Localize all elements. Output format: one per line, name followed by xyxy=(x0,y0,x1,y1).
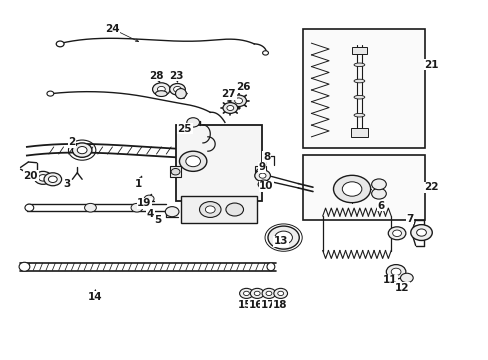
Text: 19: 19 xyxy=(137,198,151,208)
Circle shape xyxy=(144,195,154,202)
Circle shape xyxy=(392,230,401,237)
Text: 13: 13 xyxy=(273,236,288,246)
Circle shape xyxy=(165,207,179,217)
Circle shape xyxy=(34,171,52,184)
Ellipse shape xyxy=(175,89,186,99)
Text: 11: 11 xyxy=(382,275,397,285)
Circle shape xyxy=(152,83,170,96)
Circle shape xyxy=(259,173,265,178)
Circle shape xyxy=(169,84,185,95)
Circle shape xyxy=(256,168,264,175)
Circle shape xyxy=(179,151,206,171)
Bar xyxy=(176,125,261,201)
Text: 3: 3 xyxy=(63,179,70,189)
Text: 17: 17 xyxy=(260,300,275,310)
Circle shape xyxy=(265,291,271,296)
Text: 21: 21 xyxy=(423,60,438,70)
Text: 16: 16 xyxy=(248,300,263,310)
Circle shape xyxy=(56,41,64,47)
Ellipse shape xyxy=(19,262,30,271)
Circle shape xyxy=(72,143,92,157)
Circle shape xyxy=(267,226,299,249)
Circle shape xyxy=(274,231,292,244)
Circle shape xyxy=(48,176,57,183)
Circle shape xyxy=(225,203,243,216)
Circle shape xyxy=(47,91,54,96)
Circle shape xyxy=(39,175,47,181)
Text: 7: 7 xyxy=(405,214,413,224)
Text: 18: 18 xyxy=(272,300,286,310)
Circle shape xyxy=(77,147,87,154)
Text: 5: 5 xyxy=(154,215,161,225)
Text: 2: 2 xyxy=(68,137,75,147)
Circle shape xyxy=(44,173,61,186)
Text: 22: 22 xyxy=(423,182,438,192)
Circle shape xyxy=(186,118,199,127)
Text: 23: 23 xyxy=(168,71,183,81)
Ellipse shape xyxy=(155,91,167,96)
Circle shape xyxy=(84,203,96,212)
Ellipse shape xyxy=(353,63,364,67)
Circle shape xyxy=(239,288,253,298)
Text: 20: 20 xyxy=(23,171,38,181)
Circle shape xyxy=(371,188,386,199)
Circle shape xyxy=(199,202,221,217)
Bar xyxy=(351,47,366,54)
Ellipse shape xyxy=(266,263,274,271)
Circle shape xyxy=(333,175,370,203)
Text: 26: 26 xyxy=(236,82,250,92)
Text: 24: 24 xyxy=(105,24,120,34)
Text: 25: 25 xyxy=(177,123,192,134)
Circle shape xyxy=(171,168,180,175)
Circle shape xyxy=(254,291,260,296)
Circle shape xyxy=(173,86,181,92)
Circle shape xyxy=(250,288,264,298)
Text: 14: 14 xyxy=(88,292,102,302)
Circle shape xyxy=(410,225,431,240)
Circle shape xyxy=(157,86,165,92)
Text: 10: 10 xyxy=(259,181,273,192)
Text: 8: 8 xyxy=(263,152,269,162)
Circle shape xyxy=(416,229,426,236)
Circle shape xyxy=(223,103,237,113)
Circle shape xyxy=(234,98,242,104)
Circle shape xyxy=(277,291,283,296)
Bar xyxy=(303,155,425,220)
Ellipse shape xyxy=(353,79,364,83)
Ellipse shape xyxy=(25,204,34,211)
Bar xyxy=(170,166,181,177)
Bar xyxy=(255,166,265,177)
Circle shape xyxy=(400,273,412,283)
Circle shape xyxy=(185,156,200,167)
Bar xyxy=(181,196,256,223)
Text: 1: 1 xyxy=(135,179,142,189)
Text: 12: 12 xyxy=(394,283,408,293)
Bar xyxy=(303,29,425,148)
Circle shape xyxy=(262,51,268,55)
Circle shape xyxy=(371,179,386,190)
Text: 4: 4 xyxy=(146,209,154,219)
Circle shape xyxy=(390,268,400,275)
Circle shape xyxy=(243,291,249,296)
Circle shape xyxy=(258,180,269,189)
Text: 27: 27 xyxy=(221,89,236,99)
Circle shape xyxy=(254,170,270,181)
Circle shape xyxy=(262,288,275,298)
Text: 9: 9 xyxy=(258,162,265,172)
Circle shape xyxy=(387,227,405,240)
Circle shape xyxy=(230,95,246,107)
Ellipse shape xyxy=(353,113,364,117)
Bar xyxy=(350,128,367,137)
Text: 15: 15 xyxy=(238,300,252,310)
Text: 6: 6 xyxy=(377,201,384,211)
Circle shape xyxy=(386,265,405,279)
Circle shape xyxy=(342,182,361,196)
Ellipse shape xyxy=(353,95,364,99)
Circle shape xyxy=(131,203,142,212)
Circle shape xyxy=(273,288,287,298)
Circle shape xyxy=(226,105,233,111)
Text: 28: 28 xyxy=(149,71,163,81)
Circle shape xyxy=(205,206,215,213)
